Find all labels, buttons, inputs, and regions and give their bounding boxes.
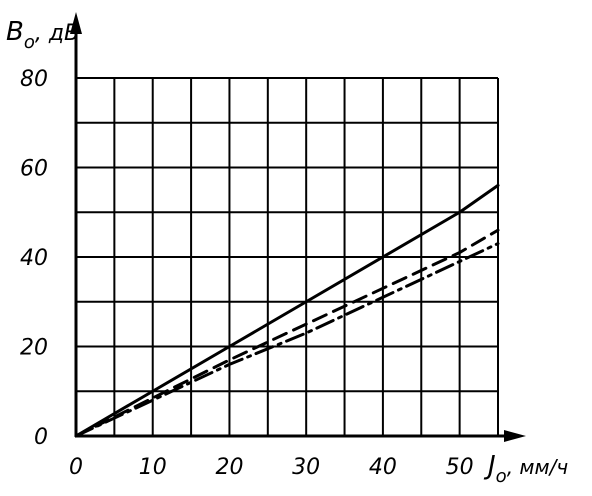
y-axis-arrow-icon — [70, 12, 82, 34]
axes — [70, 12, 526, 442]
y-tick-labels: 0 20 40 60 80 — [20, 67, 48, 450]
y-tick-label: 40 — [20, 246, 48, 271]
y-axis-label: Во, дБ — [6, 17, 79, 53]
x-tick-label: 0 — [69, 455, 83, 480]
grid — [76, 77, 499, 436]
x-tick-label: 10 — [139, 455, 167, 480]
x-tick-labels: 0 10 20 30 40 50 — [69, 455, 474, 480]
y-tick-label: 80 — [20, 67, 48, 92]
x-tick-label: 20 — [215, 455, 243, 480]
x-tick-label: 50 — [446, 455, 474, 480]
series-line-solid — [74, 183, 500, 438]
y-tick-label: 60 — [20, 157, 48, 182]
series-line-dash-dot — [74, 242, 500, 438]
series-lines — [74, 183, 500, 438]
x-tick-label: 30 — [292, 455, 320, 480]
y-tick-label: 0 — [34, 425, 48, 450]
x-axis-label: Jо, мм/ч — [483, 451, 568, 487]
x-axis-arrow-icon — [504, 430, 526, 442]
series-line-dashed — [74, 228, 500, 438]
y-tick-label: 20 — [20, 336, 48, 361]
x-tick-label: 40 — [369, 455, 397, 480]
